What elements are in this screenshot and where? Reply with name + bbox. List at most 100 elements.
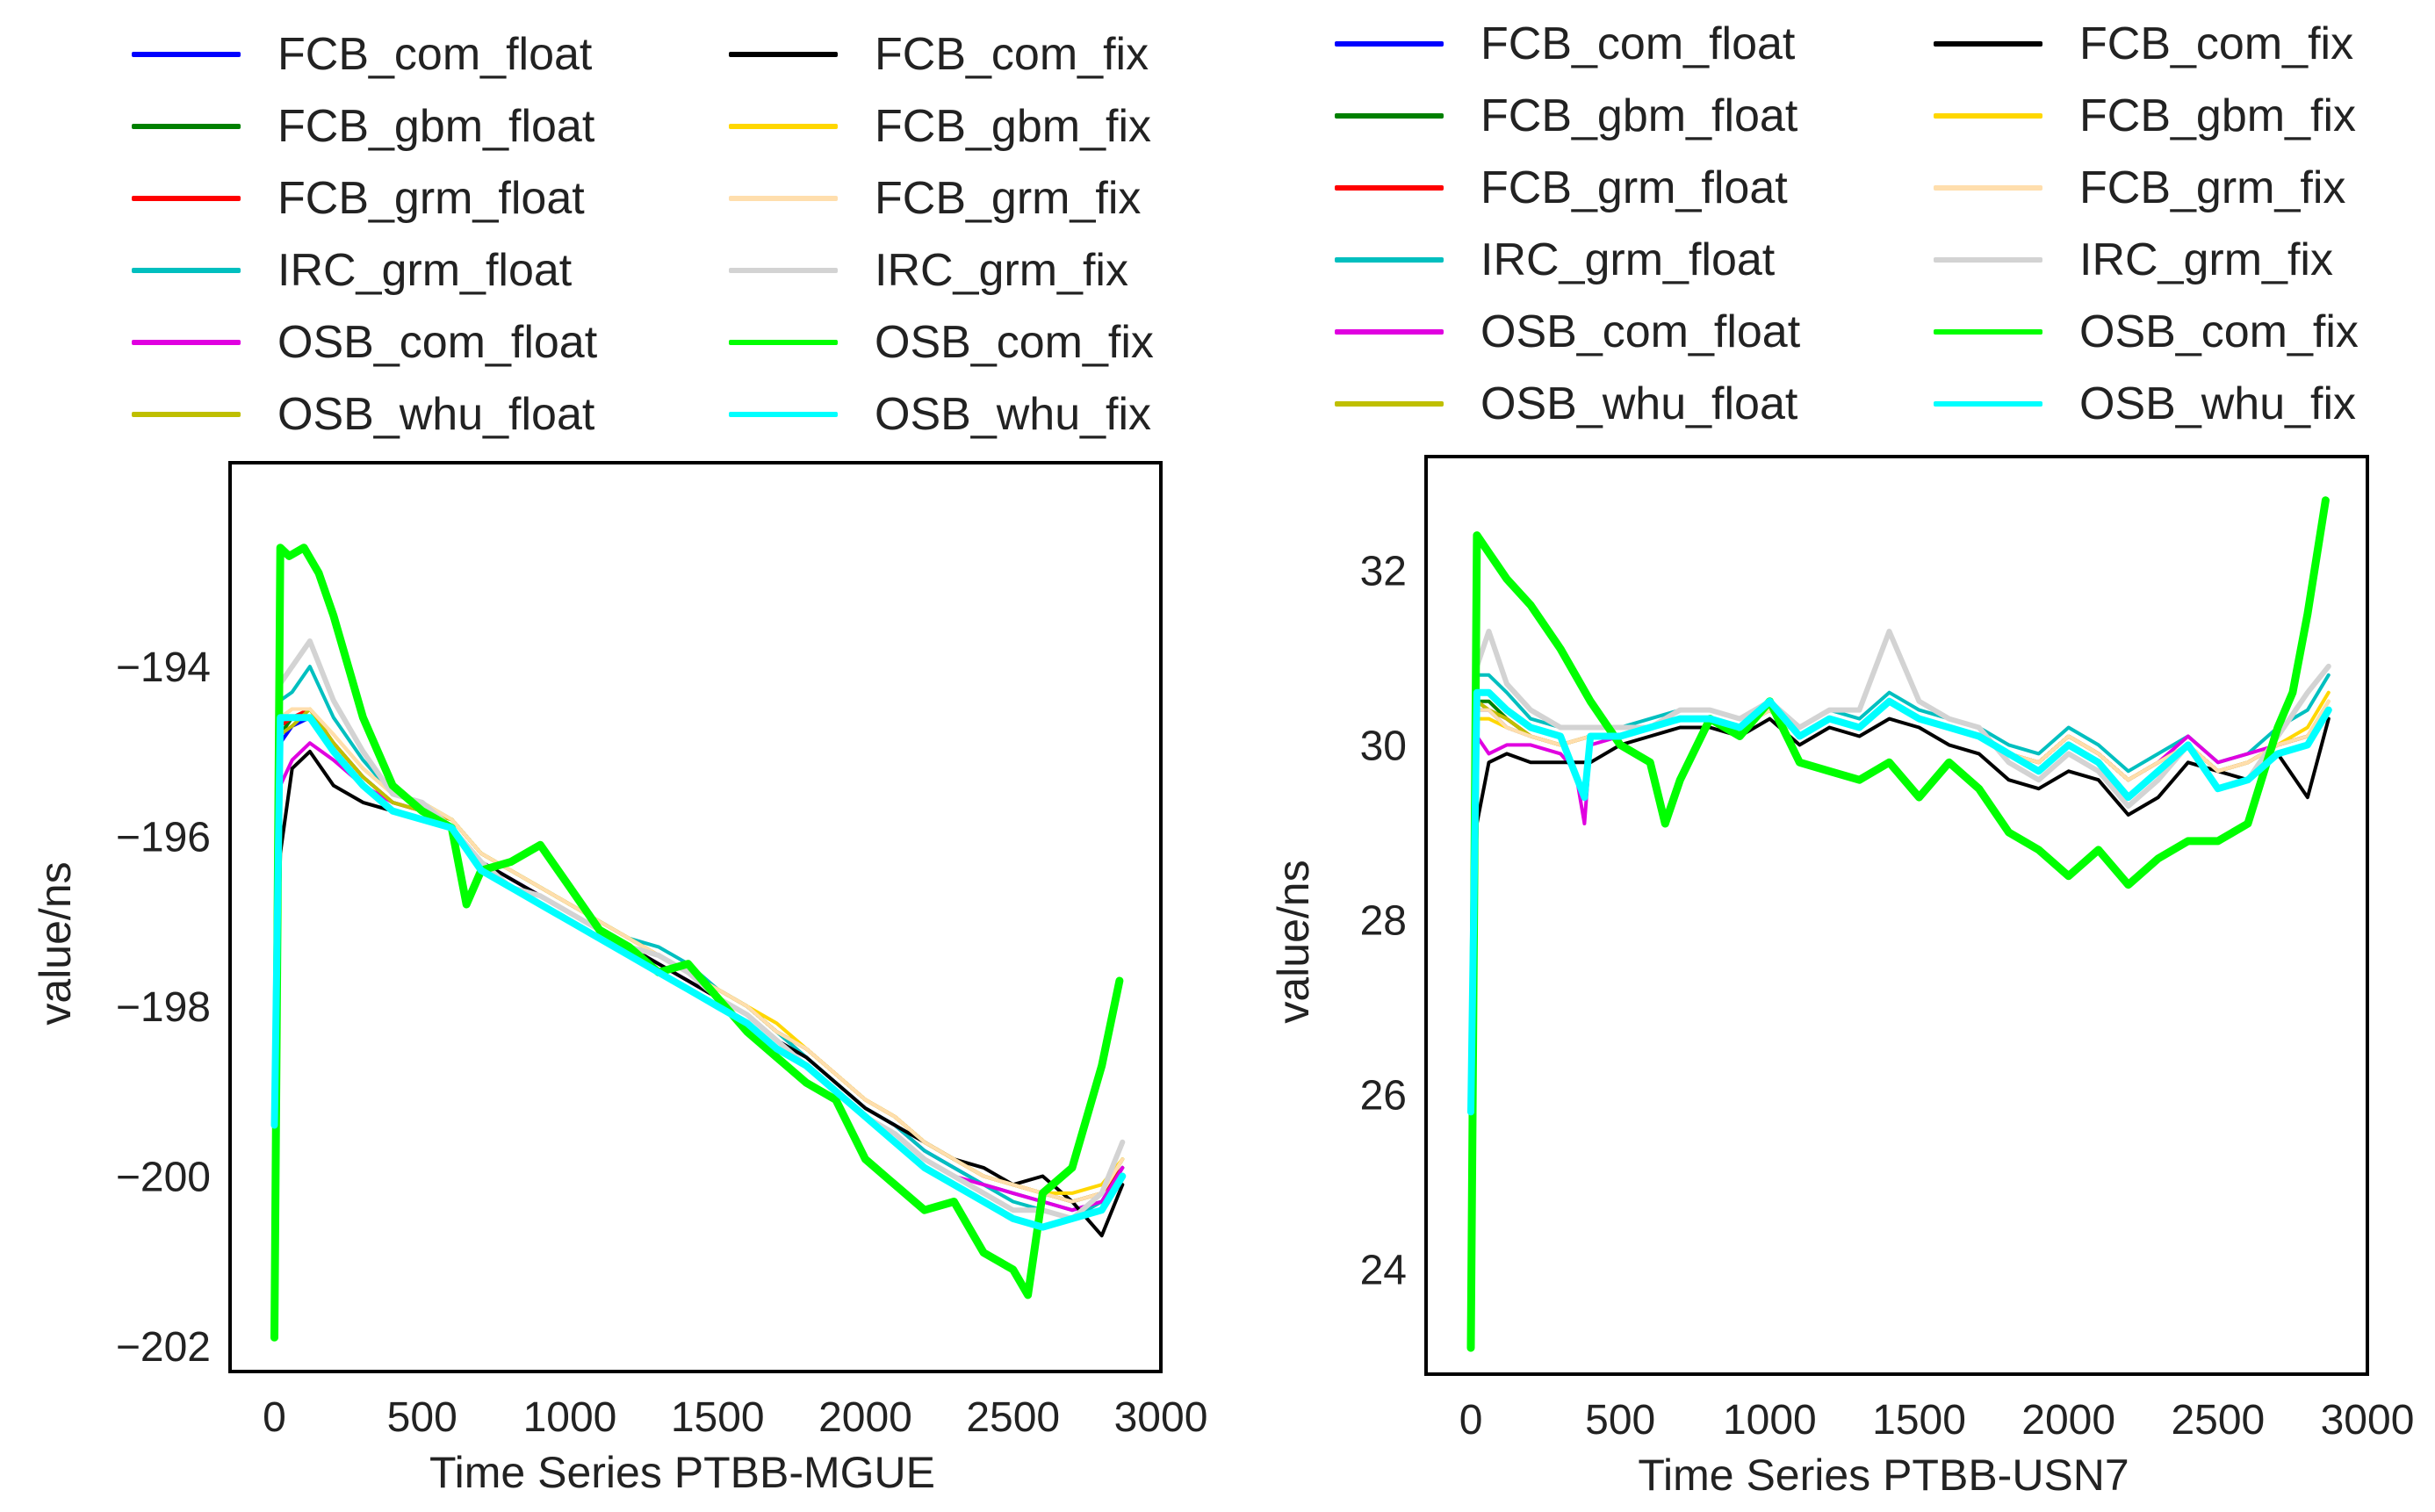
y-axis-label: value/ns xyxy=(1269,860,1318,1023)
legend-item-irc-grm-float: IRC_grm_float xyxy=(1335,225,1775,295)
legend-swatch xyxy=(729,52,838,57)
legend-item-fcb-grm-fix: FCB_grm_fix xyxy=(729,163,1141,234)
y-axis-label: value/ns xyxy=(31,861,80,1025)
legend-item-irc-grm-fix: IRC_grm_fix xyxy=(1934,225,2333,295)
series-group xyxy=(270,544,1127,1342)
legend-label: OSB_com_fix xyxy=(875,317,1154,368)
legend-label: IRC_grm_fix xyxy=(875,245,1128,296)
legend-label: OSB_whu_fix xyxy=(875,389,1152,440)
legend-item-fcb-gbm-float: FCB_gbm_float xyxy=(132,91,594,162)
x-axis-label: Time Series PTBB-USN7 xyxy=(1638,1451,2129,1500)
x-tick-label: 2000 xyxy=(2021,1397,2115,1444)
legend-item-osb-com-float: OSB_com_float xyxy=(132,307,597,378)
series-line-irc-grm-fix xyxy=(271,638,1126,1221)
x-tick-label: 3000 xyxy=(2321,1397,2415,1444)
chart-plot-ptbb-usn7: 0 500 1000 1500 2000 2500 3000 24 26 28 30 32 Time S… xyxy=(1269,455,2415,1500)
y-tick-label: −194 xyxy=(116,644,211,691)
legend-swatch xyxy=(1335,41,1444,47)
legend-swatch xyxy=(1934,329,2042,335)
legend-label: OSB_com_float xyxy=(277,317,598,368)
x-tick-label: 0 xyxy=(1459,1397,1483,1444)
x-tick-label: 1500 xyxy=(1872,1397,1966,1444)
legend-item-fcb-com-fix: FCB_com_fix xyxy=(1934,9,2353,79)
legend-swatch xyxy=(729,412,838,417)
x-tick-label: 0 xyxy=(263,1394,286,1441)
y-tick-label: 30 xyxy=(1360,723,1407,769)
legend-label: FCB_com_fix xyxy=(2079,18,2354,69)
legend-label: FCB_gbm_fix xyxy=(875,101,1151,152)
chart-plot-ptbb-mgue: 0 500 1000 1500 2000 2500 3000 −194 −196 −198 −200… xyxy=(31,461,1208,1497)
legend: FCB_com_float FCB_gbm_float FCB_grm_float I… xyxy=(1217,0,2435,457)
legend-swatch xyxy=(1335,185,1444,191)
legend-label: FCB_com_float xyxy=(1480,18,1796,69)
legend-label: OSB_whu_float xyxy=(277,389,595,440)
x-tick-label: 500 xyxy=(387,1394,457,1441)
x-tick-label: 2500 xyxy=(2171,1397,2265,1444)
legend-swatch xyxy=(1934,257,2042,263)
series-group xyxy=(1466,496,2332,1352)
legend-item-fcb-grm-float: FCB_grm_float xyxy=(132,163,585,234)
legend-item-osb-whu-fix: OSB_whu_fix xyxy=(729,379,1151,450)
y-tick-label: −202 xyxy=(116,1324,211,1371)
legend-swatch xyxy=(1335,329,1444,335)
series-line-fcb-com-fix xyxy=(1469,716,2331,1114)
legend-swatch xyxy=(132,196,241,201)
x-tick-label: 1000 xyxy=(523,1394,617,1441)
legend-item-osb-whu-fix: OSB_whu_fix xyxy=(1934,369,2356,439)
legend-swatch xyxy=(132,412,241,417)
y-tick-label: 32 xyxy=(1360,548,1407,594)
legend-item-osb-com-float: OSB_com_float xyxy=(1335,297,1800,367)
legend-label: FCB_gbm_float xyxy=(1480,90,1798,141)
legend-swatch xyxy=(132,52,241,57)
plot-frame xyxy=(1424,455,2369,1376)
series-line-osb-com-fix xyxy=(270,544,1124,1342)
y-tick-label: 24 xyxy=(1360,1248,1407,1294)
y-tick-label: 26 xyxy=(1360,1073,1407,1120)
series-line-irc-grm-float xyxy=(272,665,1125,1220)
legend-label: IRC_grm_float xyxy=(1480,234,1776,285)
series-line-fcb-grm-float xyxy=(272,707,1125,1204)
legend-swatch xyxy=(729,124,838,129)
series-line-osb-whu-fix xyxy=(270,714,1127,1231)
series-line-osb-com-fix xyxy=(1466,496,2330,1352)
legend-label: OSB_com_fix xyxy=(2079,306,2359,357)
legend-label: FCB_grm_float xyxy=(1480,162,1788,213)
legend-item-osb-whu-float: OSB_whu_float xyxy=(132,379,594,450)
legend-swatch xyxy=(132,268,241,273)
series-line-osb-whu-float xyxy=(272,707,1125,1204)
y-tick-label: −200 xyxy=(116,1155,211,1201)
plot-frame xyxy=(228,461,1163,1373)
series-line-fcb-grm-fix xyxy=(272,707,1125,1204)
legend-label: FCB_gbm_fix xyxy=(2079,90,2356,141)
legend-item-irc-grm-fix: IRC_grm_fix xyxy=(729,235,1128,306)
legend: FCB_com_float FCB_gbm_float FCB_grm_float I… xyxy=(0,0,1217,457)
legend-item-fcb-com-fix: FCB_com_fix xyxy=(729,19,1149,90)
legend-item-irc-grm-float: IRC_grm_float xyxy=(132,235,572,306)
legend-item-fcb-grm-fix: FCB_grm_fix xyxy=(1934,153,2345,223)
legend-label: OSB_whu_fix xyxy=(2079,378,2357,429)
y-tick-label: 28 xyxy=(1360,897,1407,944)
legend-swatch xyxy=(1934,41,2042,47)
legend-item-osb-com-fix: OSB_com_fix xyxy=(1934,297,2359,367)
legend-swatch xyxy=(729,340,838,345)
legend-swatch xyxy=(729,268,838,273)
legend-swatch xyxy=(1335,257,1444,263)
legend-swatch xyxy=(1934,401,2042,407)
legend-swatch xyxy=(1335,113,1444,119)
legend-label: IRC_grm_fix xyxy=(2079,234,2333,285)
legend-label: OSB_whu_float xyxy=(1480,378,1798,429)
legend-swatch xyxy=(1335,401,1444,407)
x-tick-label: 2000 xyxy=(818,1394,912,1441)
chart-panel-right: FCB_com_float FCB_gbm_float FCB_grm_float I… xyxy=(1217,0,2435,1512)
y-tick-label: −198 xyxy=(116,984,211,1031)
legend-label: IRC_grm_float xyxy=(277,245,573,296)
legend-label: FCB_grm_fix xyxy=(875,173,1142,224)
x-tick-label: 3000 xyxy=(1114,1394,1208,1441)
legend-label: FCB_com_float xyxy=(277,29,593,80)
series-line-osb-whu-fix xyxy=(1467,688,2332,1116)
legend-label: OSB_com_float xyxy=(1480,306,1801,357)
x-tick-label: 1000 xyxy=(1723,1397,1817,1444)
x-tick-label: 500 xyxy=(1585,1397,1655,1444)
legend-swatch xyxy=(1934,185,2042,191)
chart-panel-left: FCB_com_float FCB_gbm_float FCB_grm_float I… xyxy=(0,0,1217,1512)
